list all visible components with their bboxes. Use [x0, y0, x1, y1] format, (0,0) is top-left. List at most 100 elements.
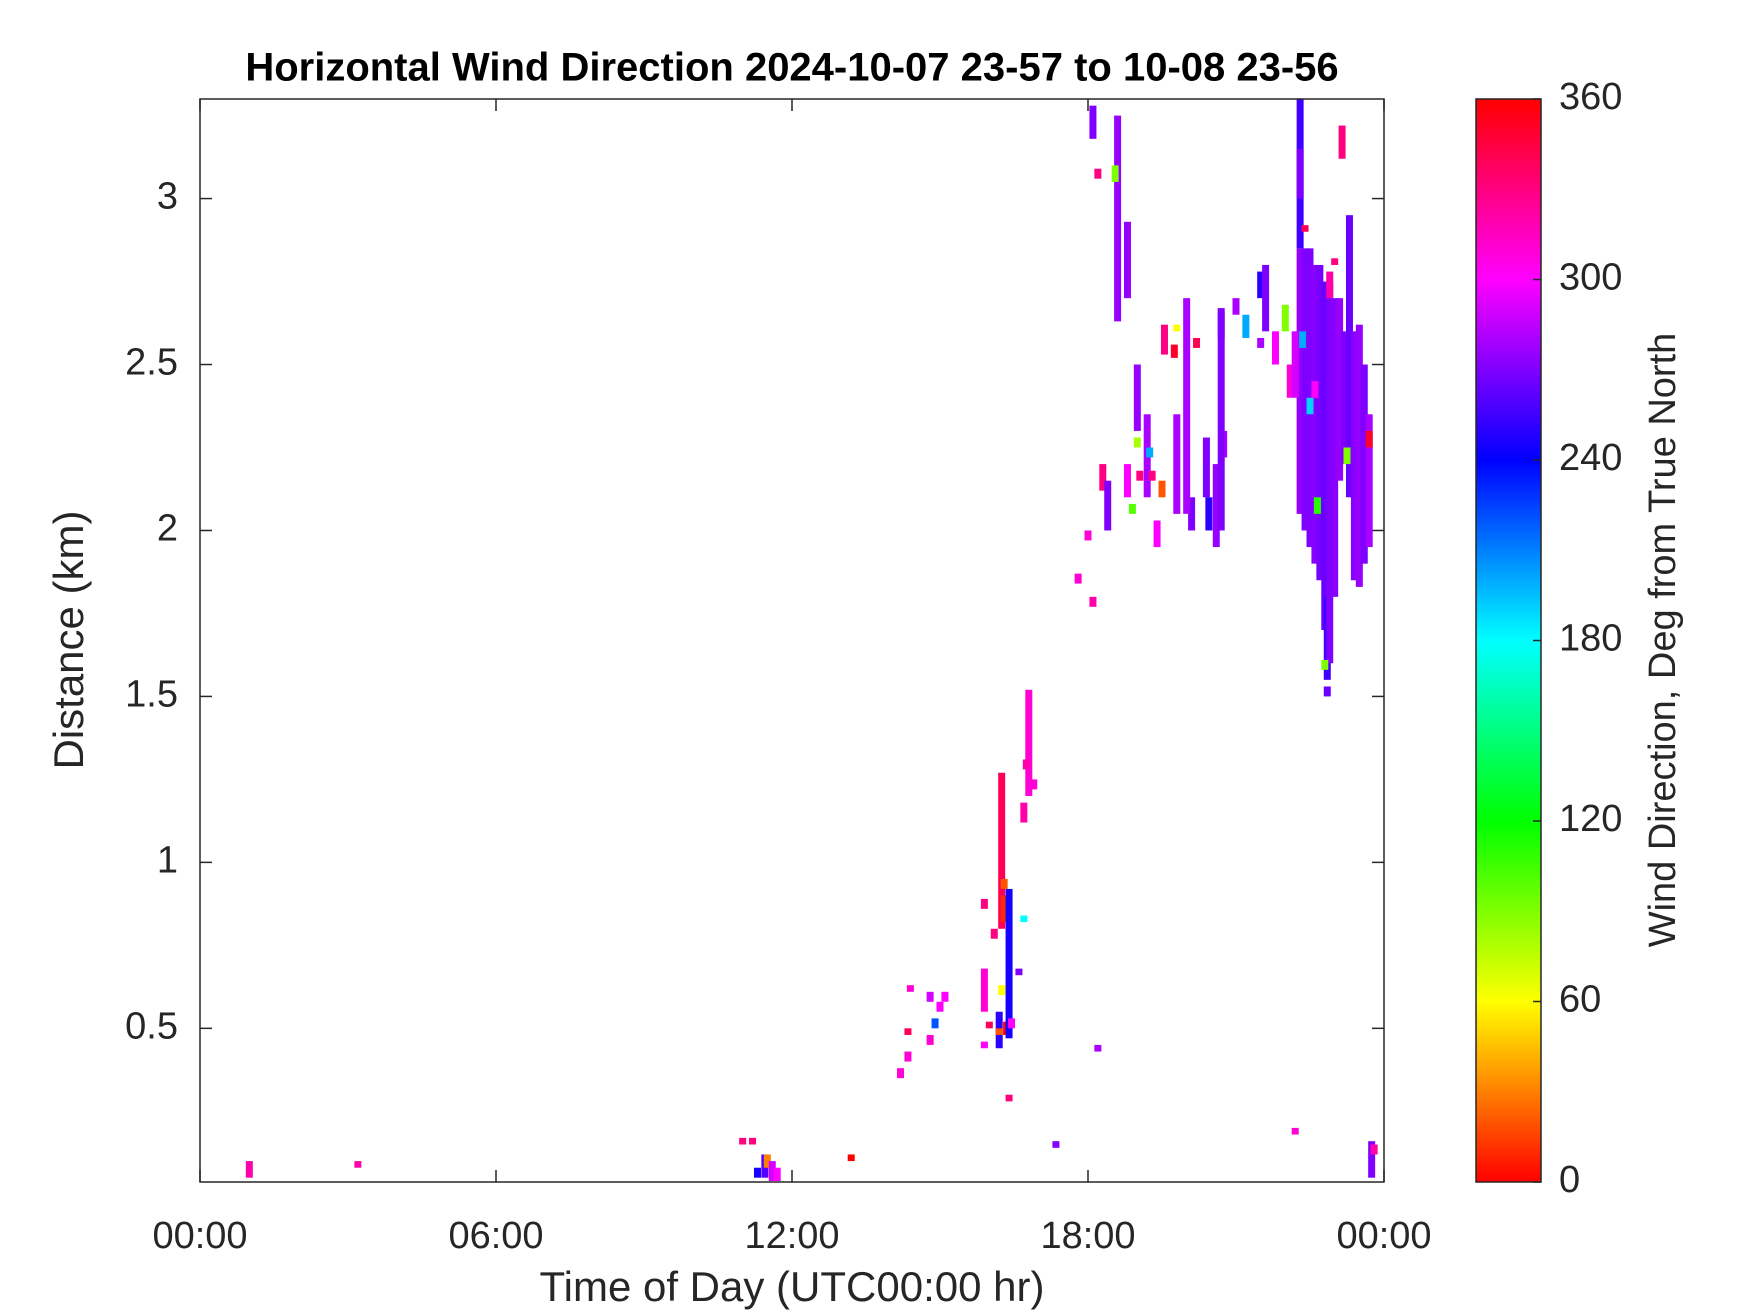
- cell: [1323, 686, 1331, 697]
- cell: [1148, 470, 1156, 481]
- cell: [1153, 520, 1161, 548]
- cell: [1232, 298, 1240, 315]
- cell: [763, 1154, 771, 1168]
- cell: [1365, 430, 1373, 448]
- cell: [1030, 779, 1038, 790]
- cell: [931, 1018, 939, 1029]
- y-tick-label: 2.5: [125, 342, 178, 384]
- y-tick-label: 3: [157, 176, 178, 218]
- cell: [1217, 308, 1225, 531]
- cell: [904, 1051, 912, 1062]
- cell: [1183, 298, 1191, 514]
- cell: [1188, 497, 1196, 531]
- cell: [1311, 381, 1319, 398]
- chart-title: Horizontal Wind Direction 2024-10-07 23-…: [245, 46, 1338, 90]
- cell: [926, 991, 934, 1002]
- cell: [941, 991, 949, 1002]
- cell: [980, 1041, 988, 1049]
- y-tick-label: 1: [157, 839, 178, 881]
- cell: [1000, 878, 1008, 889]
- cell: [1212, 464, 1220, 548]
- cell: [1015, 968, 1023, 976]
- cell: [1291, 331, 1299, 398]
- cell: [1296, 248, 1304, 514]
- cell: [1343, 447, 1351, 465]
- cell: [1341, 331, 1349, 465]
- cell: [1370, 1144, 1378, 1155]
- colorbar-tick-label: 60: [1559, 979, 1601, 1021]
- cell: [926, 1034, 934, 1045]
- cell: [998, 772, 1006, 929]
- y-axis-label: Distance (km): [45, 510, 92, 769]
- cell: [1299, 331, 1307, 348]
- cell: [1099, 464, 1107, 491]
- cell: [1316, 264, 1324, 581]
- colorbar-tick-label: 300: [1559, 257, 1622, 299]
- cell: [1257, 337, 1265, 348]
- cell: [1084, 530, 1092, 541]
- cell: [1193, 337, 1201, 348]
- cell: [1331, 258, 1339, 265]
- cell: [1301, 225, 1309, 232]
- cell: [245, 1161, 253, 1178]
- cell: [897, 1068, 905, 1079]
- cell: [906, 985, 914, 992]
- cell: [1345, 215, 1353, 498]
- cell: [904, 1028, 912, 1035]
- cell: [1020, 915, 1028, 923]
- cell: [1020, 802, 1028, 823]
- cell: [1025, 689, 1033, 796]
- cell: [1271, 331, 1279, 365]
- y-tick-label: 0.5: [125, 1005, 178, 1047]
- colorbar-tick-label: 120: [1559, 798, 1622, 840]
- x-tick-label: 18:00: [1040, 1215, 1135, 1257]
- cell: [1133, 364, 1141, 431]
- cell: [1326, 281, 1334, 664]
- cell: [1005, 888, 1013, 1039]
- cell: [1296, 148, 1304, 199]
- x-tick-label: 06:00: [448, 1215, 543, 1257]
- cell: [1321, 281, 1329, 631]
- colorbar-tick-label: 360: [1559, 76, 1622, 118]
- cell: [1128, 503, 1136, 514]
- cell: [1313, 497, 1321, 514]
- cell: [1123, 464, 1131, 498]
- cell: [1321, 659, 1329, 670]
- cell: [980, 968, 988, 1012]
- cell: [1301, 248, 1309, 531]
- colorbar-tick-label: 240: [1559, 437, 1622, 479]
- cell: [1136, 470, 1144, 481]
- cell: [985, 1021, 993, 1029]
- cell: [1146, 447, 1154, 458]
- colorbar-tick-label: 180: [1559, 618, 1622, 660]
- cell: [1104, 480, 1112, 531]
- x-tick-label: 00:00: [1336, 1215, 1431, 1257]
- cell: [1052, 1141, 1060, 1148]
- colorbar: [1475, 98, 1542, 1183]
- x-tick-label: 00:00: [152, 1215, 247, 1257]
- cell: [1331, 298, 1339, 597]
- cell: [1242, 314, 1250, 338]
- cell: [1311, 264, 1319, 564]
- colorbar-label: Wind Direction, Deg from True North: [1642, 333, 1684, 948]
- cell: [1005, 1094, 1013, 1102]
- cell: [1291, 1127, 1299, 1135]
- cell: [1022, 759, 1030, 770]
- cell: [1173, 414, 1181, 514]
- cell: [1286, 364, 1294, 398]
- cell: [1355, 324, 1363, 587]
- cell: [1008, 1018, 1016, 1029]
- cell: [1094, 168, 1102, 179]
- cell: [998, 985, 1006, 996]
- cell: [1074, 573, 1082, 584]
- cell: [773, 1167, 781, 1182]
- cell: [1368, 1141, 1376, 1178]
- cell: [1326, 271, 1334, 299]
- cell: [1360, 364, 1368, 564]
- cell: [739, 1137, 747, 1145]
- cell: [1202, 437, 1210, 498]
- cell: [1205, 497, 1213, 531]
- cell: [1094, 1044, 1102, 1052]
